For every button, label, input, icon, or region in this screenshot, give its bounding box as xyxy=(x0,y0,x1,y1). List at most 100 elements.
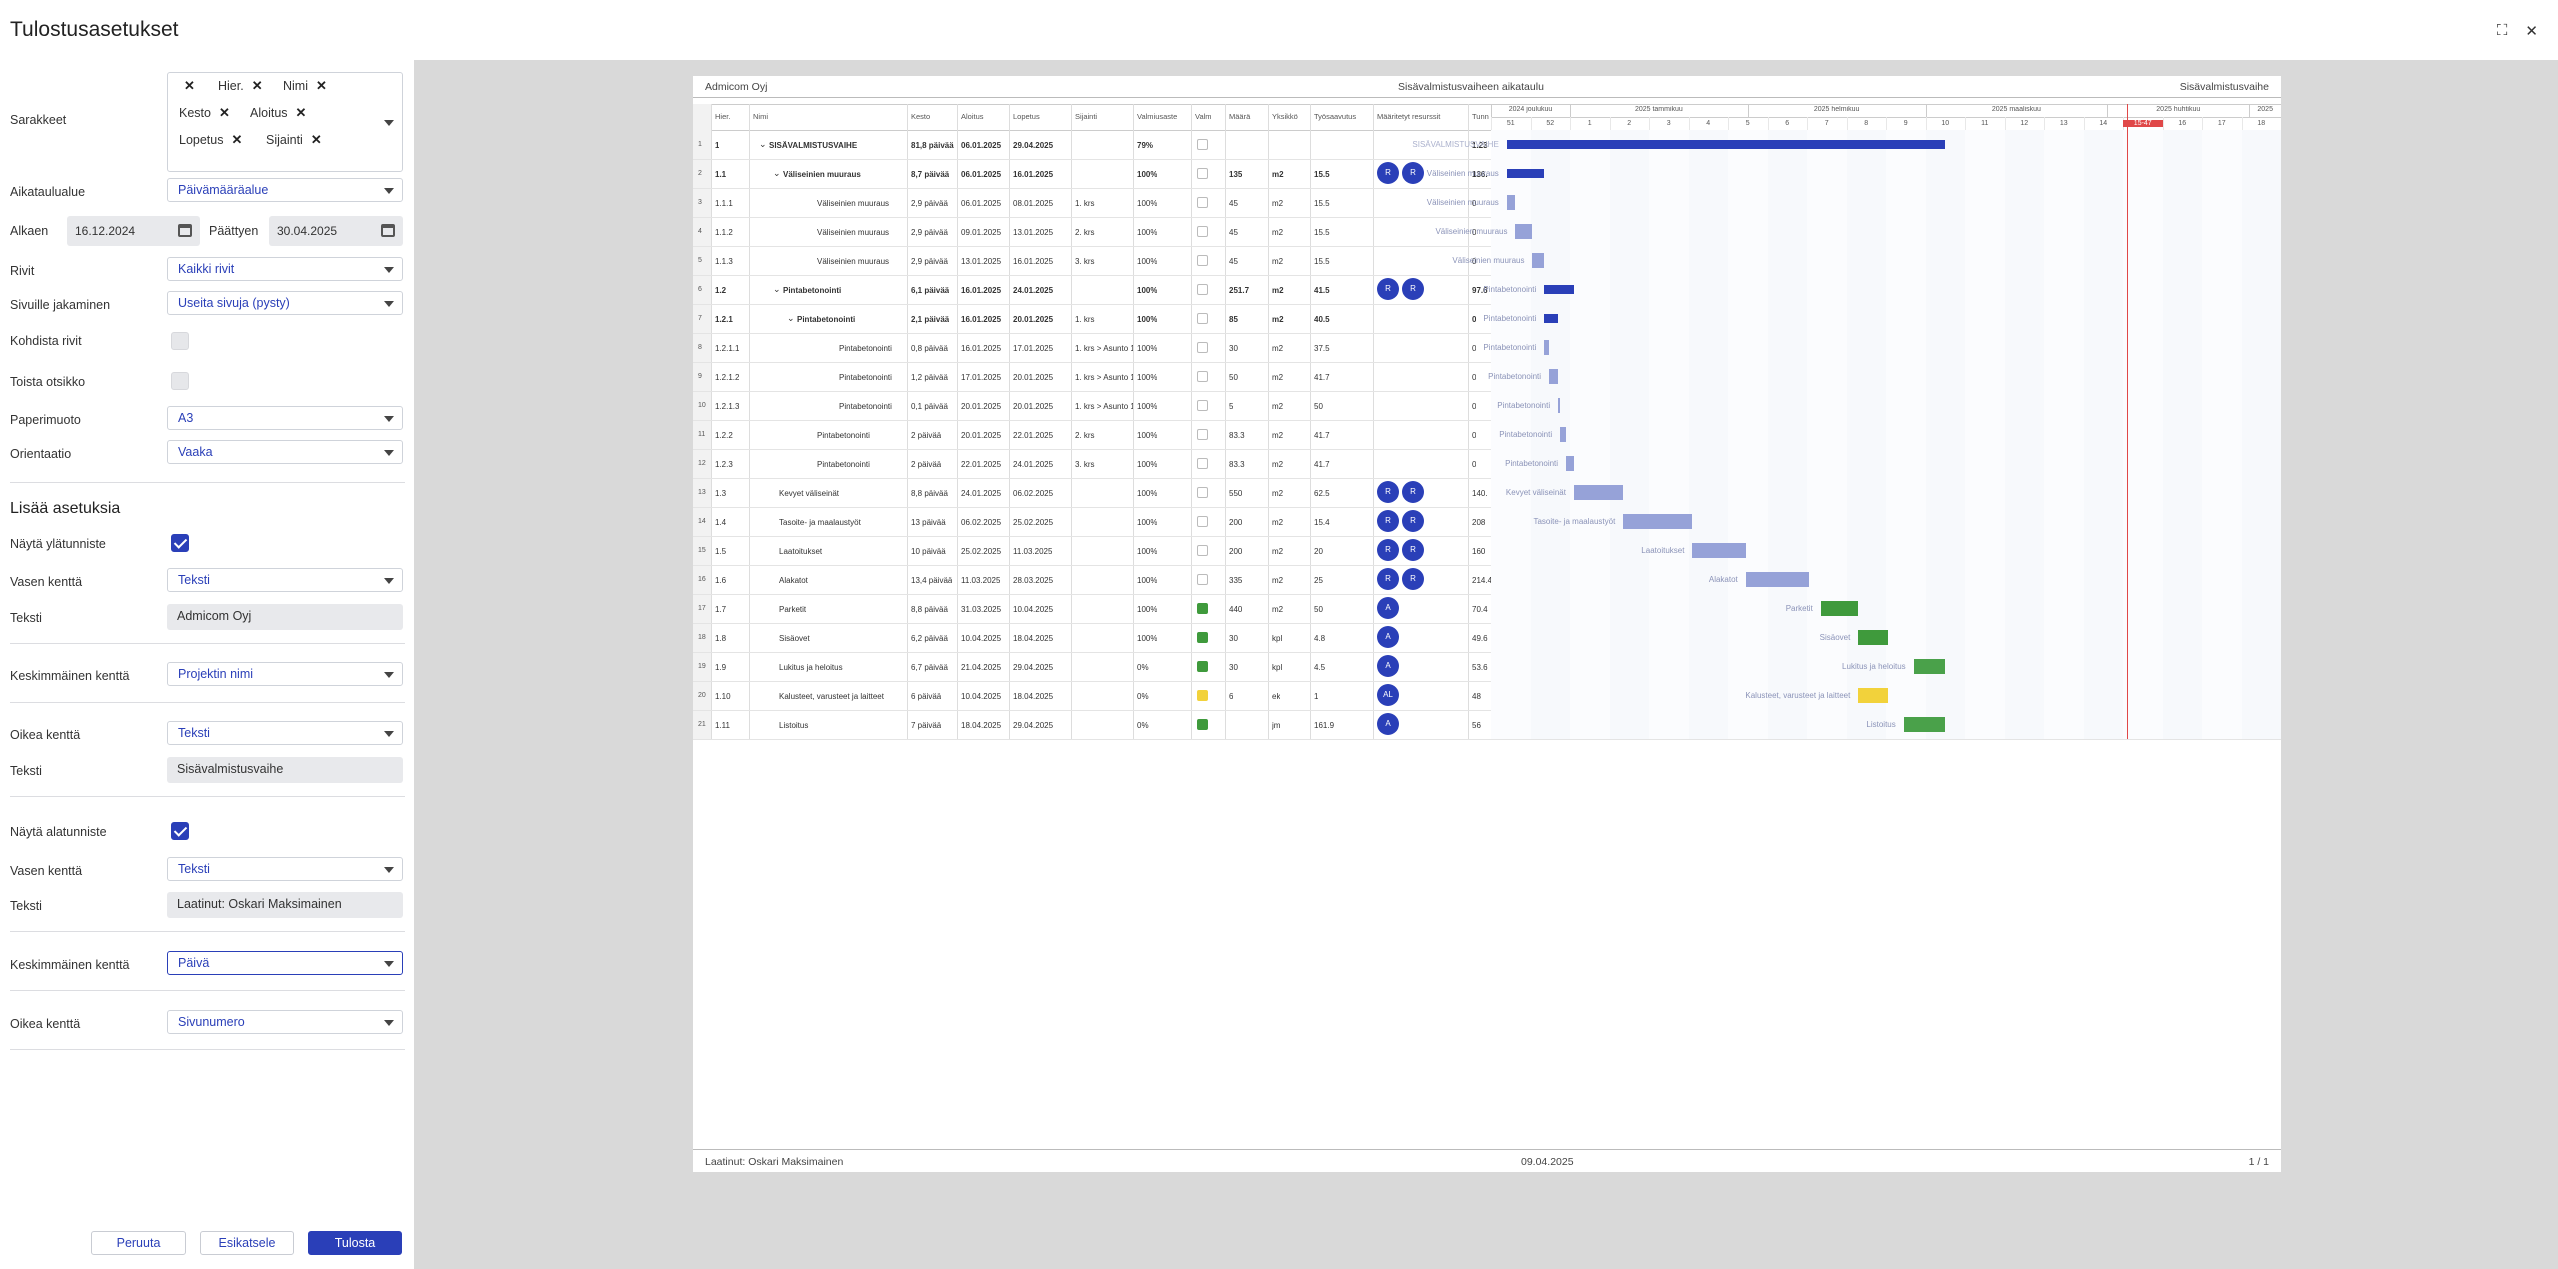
progress-cell: 100% xyxy=(1137,576,1158,585)
preview-button[interactable]: Esikatsele xyxy=(200,1231,294,1255)
start-cell: 22.01.2025 xyxy=(961,460,1002,469)
header-left-select[interactable]: Teksti xyxy=(167,568,403,592)
gantt-bar[interactable] xyxy=(1858,630,1888,645)
gantt-bar[interactable] xyxy=(1506,195,1516,210)
gantt-bar[interactable] xyxy=(1532,253,1545,268)
header-mid-select[interactable]: Projektin nimi xyxy=(167,662,403,686)
show-footer-checkbox[interactable] xyxy=(171,822,189,840)
gantt-bar[interactable] xyxy=(1544,340,1550,355)
week-column xyxy=(1767,130,1807,739)
row-number: 18 xyxy=(698,634,706,641)
header-left-text-input[interactable]: Admicom Oyj xyxy=(167,604,403,630)
column-header: Valmiusaste xyxy=(1137,112,1178,121)
gantt-bar[interactable] xyxy=(1820,601,1859,616)
remove-tag-icon[interactable]: ✕ xyxy=(218,105,230,120)
gantt-bar[interactable] xyxy=(1506,169,1545,178)
show-header-checkbox[interactable] xyxy=(171,534,189,552)
hier-cell: 1.9 xyxy=(715,663,727,672)
quantity-cell: 335 xyxy=(1229,576,1243,585)
grid-line xyxy=(1310,104,1311,739)
chevron-down-icon xyxy=(384,450,394,456)
gantt-bar[interactable] xyxy=(1573,485,1624,500)
calendar-icon[interactable] xyxy=(381,224,395,237)
footer-right-select[interactable]: Sivunumero xyxy=(167,1010,403,1034)
resource-avatar: A xyxy=(1377,626,1399,648)
row-number: 7 xyxy=(698,315,702,322)
chevron-down-icon[interactable] xyxy=(384,120,394,126)
footer-left-select[interactable]: Teksti xyxy=(167,857,403,881)
grid-line xyxy=(907,104,908,739)
start-date-input[interactable]: 16.12.2024 xyxy=(67,216,200,246)
work-cell: 15.5 xyxy=(1314,228,1330,237)
close-icon[interactable]: ✕ xyxy=(2525,23,2538,40)
hier-cell: 1.2.1.3 xyxy=(715,402,740,411)
gantt-bar[interactable] xyxy=(1745,572,1809,587)
columns-tag-select[interactable]: ✕ Hier. ✕ Nimi ✕ Kesto ✕ Aloitus ✕ Lopetus ✕ … xyxy=(167,72,403,172)
grid-line xyxy=(693,449,2281,450)
status-marker xyxy=(1197,139,1208,150)
grid-line xyxy=(693,246,2281,247)
print-button[interactable]: Tulosta xyxy=(308,1231,402,1255)
gantt-bar[interactable] xyxy=(1623,514,1693,529)
remove-tag-icon[interactable]: ✕ xyxy=(231,132,243,147)
remove-tag-icon[interactable]: ✕ xyxy=(310,132,322,147)
week-label: 17 xyxy=(2217,120,2226,127)
pages-select[interactable]: Useita sivuja (pysty) xyxy=(167,291,403,315)
week-column xyxy=(2044,130,2084,739)
rows-select[interactable]: Kaikki rivit xyxy=(167,257,403,281)
gantt-bar[interactable] xyxy=(1558,398,1561,413)
progress-cell: 100% xyxy=(1137,402,1158,411)
gantt-bar[interactable] xyxy=(1560,427,1567,442)
remove-tag-icon[interactable]: ✕ xyxy=(316,78,327,93)
gantt-bar[interactable] xyxy=(1692,543,1746,558)
chevron-down-icon[interactable]: ⌄ xyxy=(773,284,781,294)
window-controls: ⛶ ✕ xyxy=(2497,22,2538,40)
status-marker xyxy=(1197,168,1208,179)
cancel-button[interactable]: Peruuta xyxy=(91,1231,186,1255)
header-right-select[interactable]: Teksti xyxy=(167,721,403,745)
gantt-bar[interactable] xyxy=(1903,717,1946,732)
fullscreen-icon[interactable]: ⛶ xyxy=(2496,22,2508,39)
hours-cell: 136. xyxy=(1472,170,1488,179)
start-cell: 10.04.2025 xyxy=(961,692,1002,701)
grid-line xyxy=(957,104,958,739)
schedule-area-select[interactable]: Päivämääräalue xyxy=(167,178,403,202)
gantt-bar[interactable] xyxy=(1515,224,1533,239)
footer-left-text-input[interactable]: Laatinut: Oskari Maksimainen xyxy=(167,892,403,918)
name-cell: Listoitus xyxy=(779,721,809,730)
remove-tag-icon[interactable]: ✕ xyxy=(184,78,195,93)
quantity-cell: 6 xyxy=(1229,692,1234,701)
week-column xyxy=(2004,130,2044,739)
repeat-title-checkbox[interactable] xyxy=(171,372,189,390)
header-right-text-input[interactable]: Sisävalmistusvaihe xyxy=(167,757,403,783)
repeat-title-label: Toista otsikko xyxy=(10,375,86,389)
column-header: Sijainti xyxy=(1075,112,1098,121)
resource-avatar: R xyxy=(1377,162,1399,184)
chevron-down-icon[interactable]: ⌄ xyxy=(787,313,795,323)
name-cell: Alakatot xyxy=(779,576,808,585)
end-date-input[interactable]: 30.04.2025 xyxy=(269,216,403,246)
progress-cell: 100% xyxy=(1137,199,1158,208)
orientation-select[interactable]: Vaaka xyxy=(167,440,403,464)
calendar-icon[interactable] xyxy=(178,224,192,237)
grid-line xyxy=(1747,104,1749,117)
fit-rows-checkbox[interactable] xyxy=(171,332,189,350)
remove-tag-icon[interactable]: ✕ xyxy=(251,78,263,93)
chevron-down-icon[interactable]: ⌄ xyxy=(759,139,767,149)
gantt-bar[interactable] xyxy=(1858,688,1888,703)
grid-line xyxy=(693,507,2281,508)
column-tag: Nimi ✕ xyxy=(283,78,327,93)
gantt-bar[interactable] xyxy=(1506,140,1946,149)
remove-tag-icon[interactable]: ✕ xyxy=(295,105,307,120)
chevron-down-icon[interactable]: ⌄ xyxy=(773,168,781,178)
gantt-bar[interactable] xyxy=(1544,314,1559,323)
gantt-bar[interactable] xyxy=(1544,285,1574,294)
hours-cell: 0 xyxy=(1472,228,1477,237)
paper-select[interactable]: A3 xyxy=(167,406,403,430)
gantt-bar[interactable] xyxy=(1566,456,1574,471)
gantt-bar[interactable] xyxy=(1549,369,1559,384)
footer-mid-select[interactable]: Päivä xyxy=(167,951,403,975)
week-label: 11 xyxy=(1981,120,1989,127)
start-cell: 16.01.2025 xyxy=(961,315,1002,324)
gantt-bar[interactable] xyxy=(1913,659,1946,674)
